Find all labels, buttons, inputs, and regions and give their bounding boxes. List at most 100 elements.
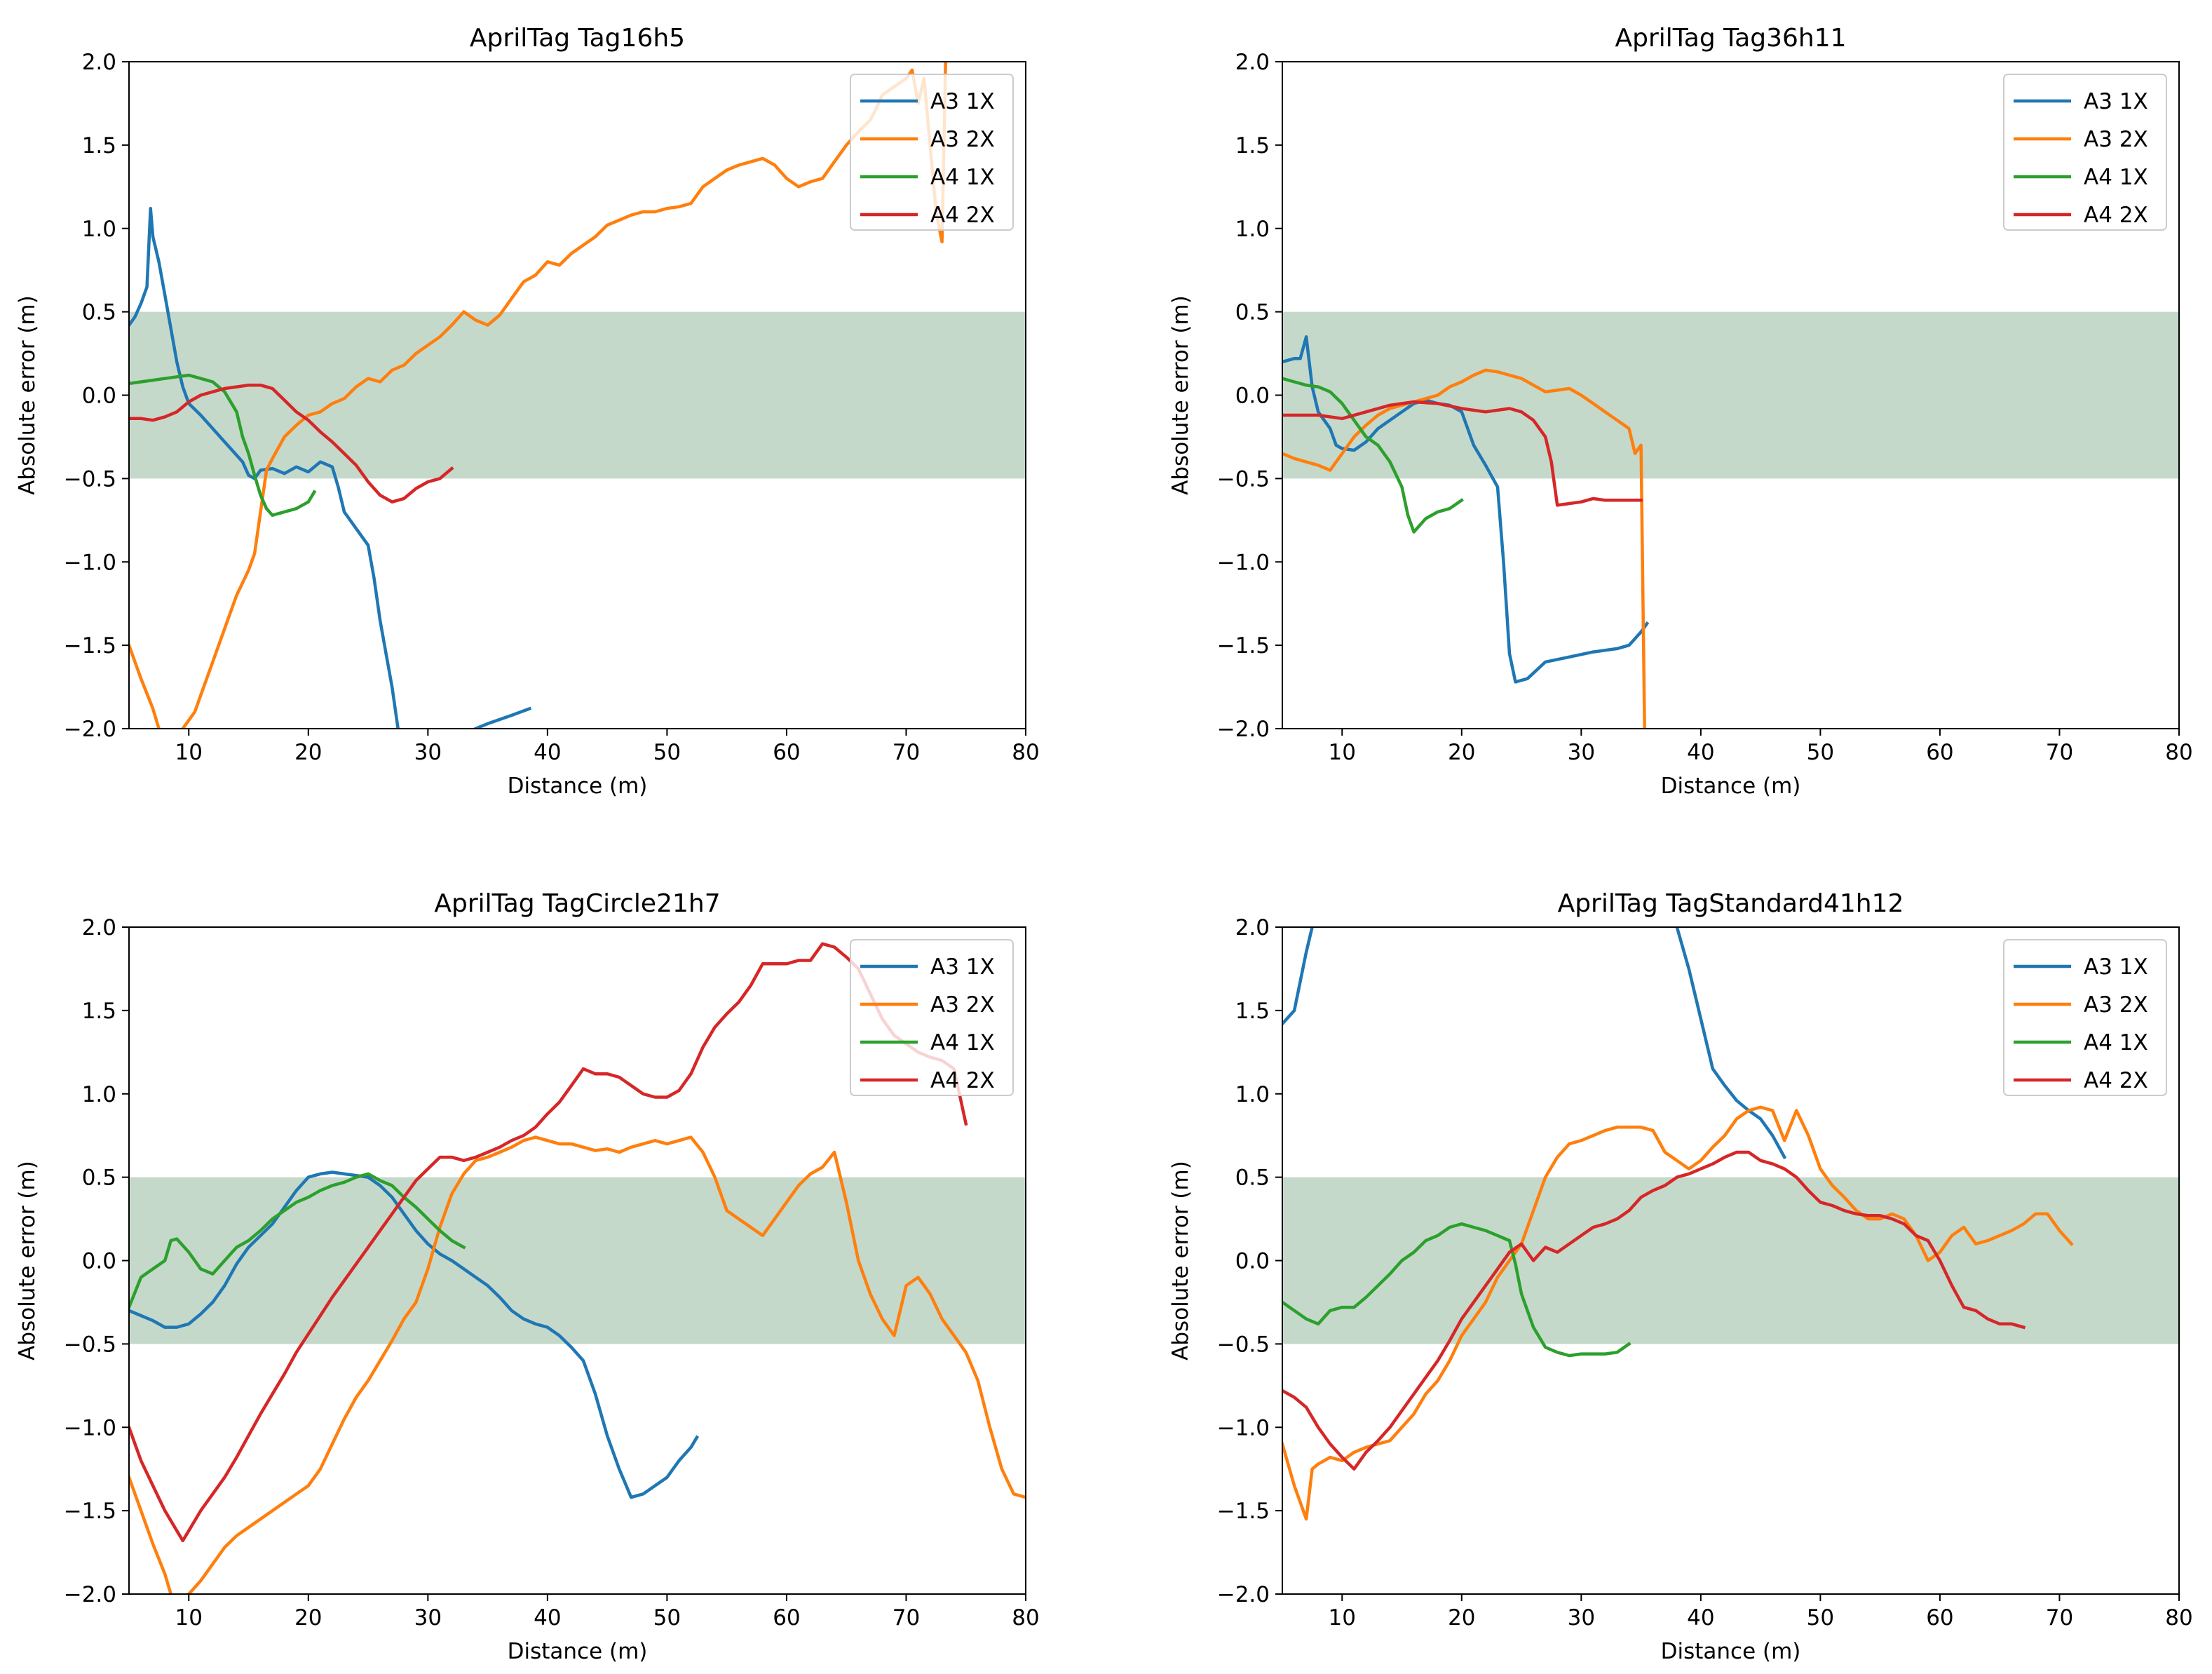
legend: A3 1X A3 2X A4 1X A4 2X [2003, 74, 2167, 231]
legend-label: A4 2X [930, 203, 995, 228]
x-tick-label: 80 [2165, 740, 2192, 765]
x-tick-label: 10 [175, 740, 203, 765]
y-tick-label: 1.0 [1235, 217, 1270, 242]
y-tick-label: 0.5 [1235, 300, 1270, 325]
y-tick-label: −0.5 [1217, 1332, 1270, 1357]
x-tick-label: 40 [534, 740, 561, 765]
y-axis-label: Absolute error (m) [1168, 1161, 1193, 1361]
y-tick-label: −1.0 [1217, 550, 1270, 575]
y-tick-label: 2.0 [82, 50, 116, 75]
y-tick-label: 1.0 [82, 1082, 116, 1107]
legend-label: A3 1X [930, 89, 995, 114]
legend-box [850, 74, 1014, 231]
legend-label: A3 1X [2084, 89, 2148, 114]
series-line-a4-2x [1282, 400, 1643, 507]
y-tick-label: 0.0 [82, 384, 116, 409]
y-tick-label: −2.0 [1217, 717, 1270, 742]
chart-title: AprilTag Tag36h11 [1615, 24, 1846, 53]
legend-label: A3 2X [930, 992, 995, 1018]
x-tick-label: 50 [653, 740, 681, 765]
x-tick-label: 20 [294, 1605, 322, 1631]
chart-panel: 10 20 30 40 50 60 70 80 −2.0 −1.5 −1.0 −0.5 0.0 0.5 1.… [1168, 24, 2193, 799]
y-tick-label: 2.0 [1235, 50, 1270, 75]
y-tick-label: 0.5 [82, 1166, 116, 1191]
x-tick-label: 30 [1568, 1605, 1595, 1631]
x-tick-label: 10 [175, 1605, 203, 1631]
chart-title: AprilTag TagCircle21h7 [434, 889, 720, 918]
series-line-a3-2x [186, 1135, 1026, 1594]
y-tick-label: −1.5 [1217, 1499, 1270, 1524]
series-group [1282, 927, 2074, 1521]
y-tick-label: −1.0 [64, 550, 116, 575]
legend-label: A3 2X [930, 127, 995, 152]
x-tick-label: 40 [1687, 740, 1714, 765]
chart-title: AprilTag Tag16h5 [470, 24, 685, 53]
y-tick-label: −0.5 [64, 1332, 116, 1357]
x-tick-label: 40 [1687, 1605, 1714, 1631]
y-tick-label: −1.0 [1217, 1415, 1270, 1440]
tolerance-band [1282, 1177, 2179, 1344]
legend-label: A4 2X [2084, 1068, 2148, 1093]
series-line-a3-1x [1282, 927, 1314, 1027]
y-tick-label: −1.5 [64, 633, 116, 659]
legend-label: A4 2X [930, 1068, 995, 1093]
legend-label: A4 1X [2084, 1030, 2148, 1055]
series-line-a4-2x [1282, 1150, 2026, 1471]
legend-label: A4 1X [2084, 165, 2148, 190]
y-tick-label: −2.0 [64, 1582, 116, 1607]
legend-box [850, 939, 1014, 1096]
series-line-a4-2x [129, 942, 968, 1543]
x-tick-label: 10 [1329, 1605, 1356, 1631]
y-axis-label: Absolute error (m) [15, 1161, 40, 1361]
y-tick-label: 1.0 [82, 217, 116, 242]
y-tick-label: 1.5 [1235, 999, 1270, 1024]
legend-label: A3 2X [2084, 127, 2148, 152]
series-line-a3-1x [129, 1170, 700, 1499]
x-tick-label: 80 [1012, 1605, 1039, 1631]
x-tick-label: 20 [1448, 1605, 1475, 1631]
y-tick-label: 1.5 [82, 133, 116, 158]
legend-label: A4 2X [2084, 203, 2148, 228]
x-tick-label: 70 [893, 1605, 920, 1631]
x-tick-label: 50 [1807, 1605, 1834, 1631]
chart-panel: 10 20 30 40 50 60 70 80 −2.0 −1.5 −1.0 −0.5 0.0 0.5 1.… [15, 24, 1040, 799]
legend-box [2003, 939, 2167, 1096]
x-tick-label: 20 [1448, 740, 1475, 765]
y-tick-label: 2.0 [1235, 915, 1270, 940]
x-tick-label: 70 [2046, 1605, 2073, 1631]
x-tick-label: 30 [414, 740, 442, 765]
x-tick-label: 40 [534, 1605, 561, 1631]
chart-panel: 10 20 30 40 50 60 70 80 −2.0 −1.5 −1.0 −0.5 0.0 0.5 1.… [15, 889, 1040, 1664]
y-tick-label: 1.5 [82, 999, 116, 1024]
y-tick-label: −2.0 [64, 717, 116, 742]
legend: A3 1X A3 2X A4 1X A4 2X [2003, 939, 2167, 1096]
y-tick-label: 0.5 [82, 300, 116, 325]
x-tick-label: 80 [2165, 1605, 2192, 1631]
series-line-a4-2x [129, 383, 454, 504]
x-axis-label: Distance (m) [1661, 1639, 1801, 1664]
y-axis-label: Absolute error (m) [1168, 295, 1193, 495]
series-line-a3-2x [129, 643, 161, 729]
y-tick-label: 0.0 [1235, 384, 1270, 409]
x-tick-label: 80 [1012, 740, 1039, 765]
y-tick-label: −1.5 [1217, 633, 1270, 659]
legend: A3 1X A3 2X A4 1X A4 2X [850, 939, 1014, 1096]
chart-panel: 10 20 30 40 50 60 70 80 −2.0 −1.5 −1.0 −0.5 0.0 0.5 1.… [1168, 889, 2193, 1664]
y-tick-label: 0.5 [1235, 1166, 1270, 1191]
legend-label: A4 1X [930, 1030, 995, 1055]
y-tick-label: 2.0 [82, 915, 116, 940]
x-axis-label: Distance (m) [508, 1639, 648, 1664]
x-tick-label: 70 [893, 740, 920, 765]
series-line-a3-1x [1675, 927, 1787, 1160]
x-tick-label: 10 [1329, 740, 1356, 765]
legend-label: A3 2X [2084, 992, 2148, 1018]
y-tick-label: 1.0 [1235, 1082, 1270, 1107]
series-line-a3-2x [129, 1475, 173, 1594]
series-line-a4-1x [129, 373, 317, 517]
series-line-a3-2x [1282, 368, 1646, 729]
series-line-a3-1x [129, 206, 400, 729]
series-line-a4-1x [1282, 1222, 1631, 1358]
series-line-a3-1x [473, 706, 532, 729]
tolerance-band [129, 311, 1026, 479]
